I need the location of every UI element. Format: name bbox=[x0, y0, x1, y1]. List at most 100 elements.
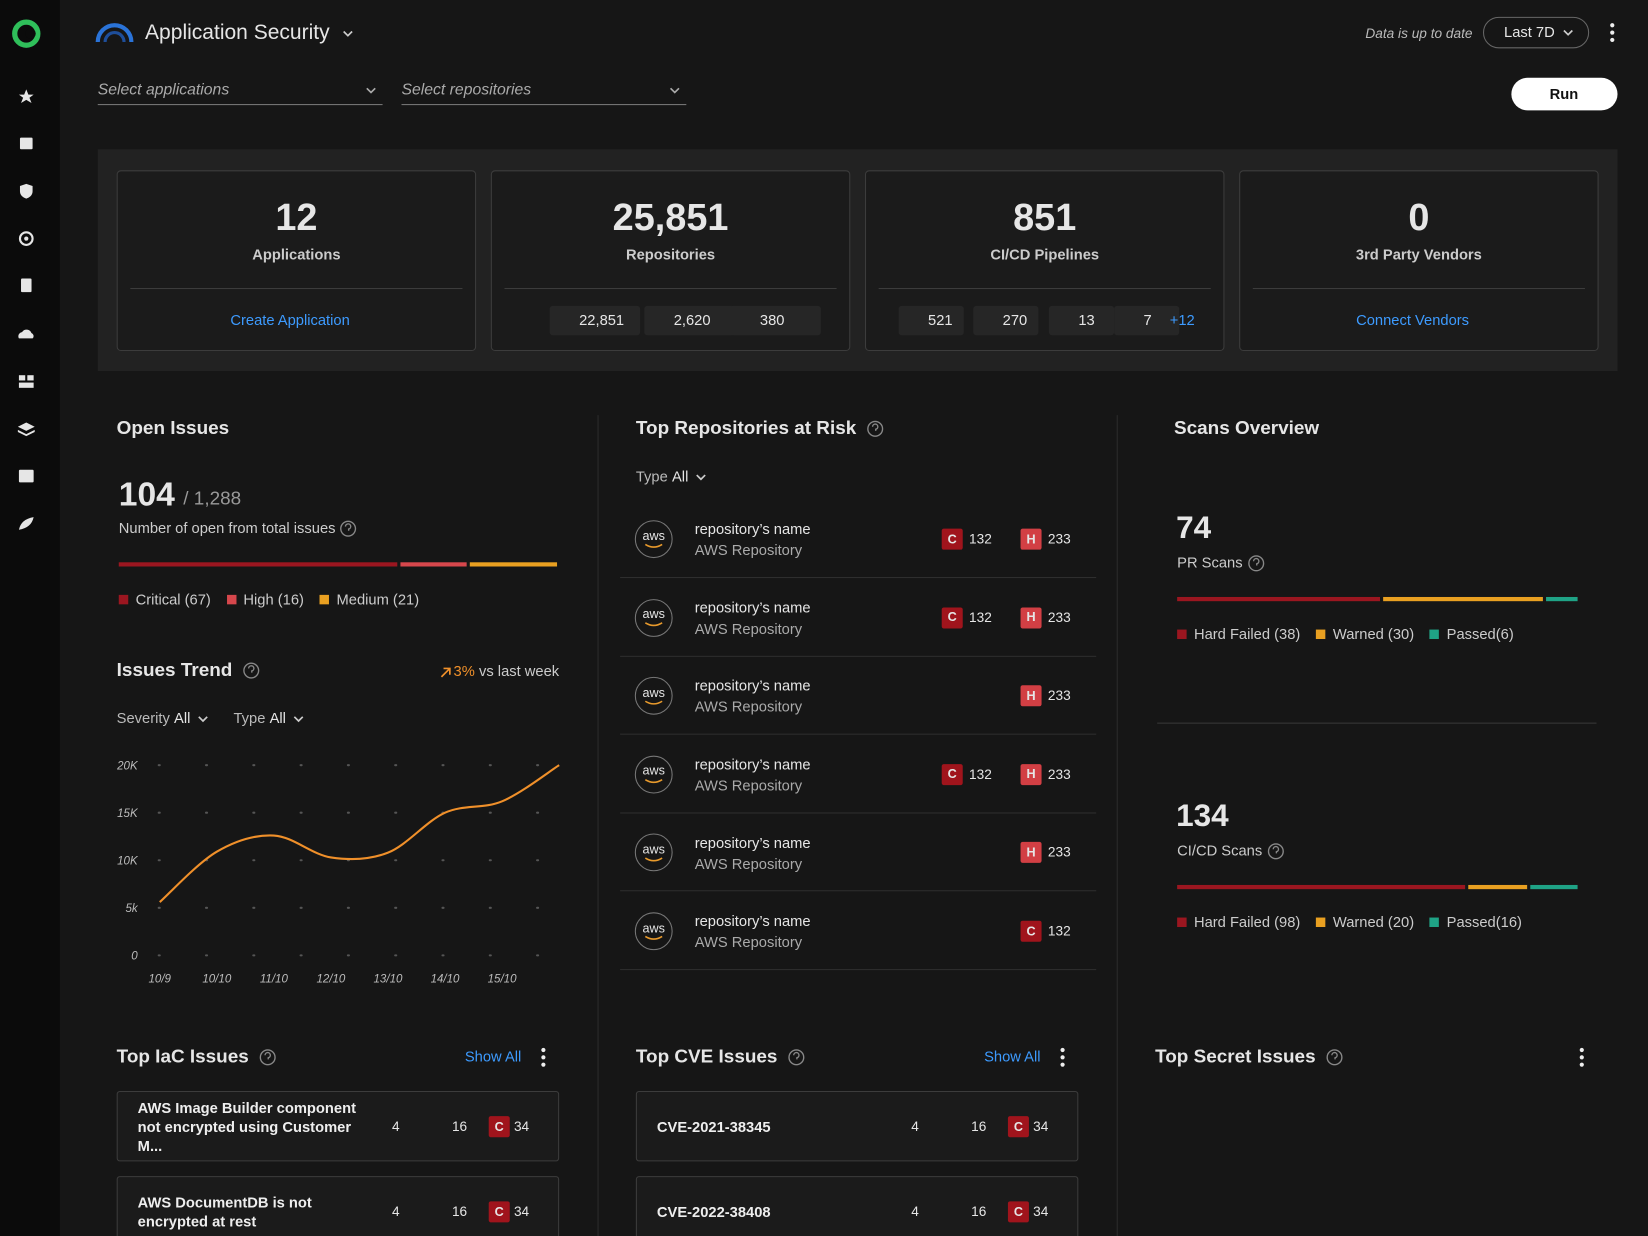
repo-type: AWS Repository bbox=[694, 541, 803, 559]
repo-row[interactable] bbox=[620, 500, 1097, 579]
logo bbox=[12, 19, 41, 48]
source-pill bbox=[1048, 305, 1115, 336]
severity-badge bbox=[941, 607, 963, 629]
header-icon bbox=[95, 23, 134, 43]
stat-link[interactable]: Create Application bbox=[230, 311, 350, 329]
severity-badge bbox=[941, 528, 963, 550]
repo-logo-text: aws bbox=[642, 606, 665, 622]
badge-count: 34 bbox=[1033, 1203, 1049, 1220]
chevron bbox=[198, 716, 208, 723]
help-icon bbox=[867, 420, 884, 437]
y-tick-label: 0 bbox=[131, 951, 138, 963]
source-pill bbox=[549, 305, 641, 336]
filter-value[interactable]: All bbox=[269, 709, 286, 727]
trend-change: 3% bbox=[453, 662, 475, 680]
filter-select[interactable]: Select repositories bbox=[401, 80, 532, 99]
badge-letter: C bbox=[1026, 923, 1036, 939]
repo-row[interactable] bbox=[620, 657, 1097, 735]
show-all-link[interactable]: Show All bbox=[984, 1048, 1041, 1065]
help-icon bbox=[871, 423, 879, 431]
bar-segment bbox=[469, 562, 558, 567]
badge-count: 132 bbox=[969, 530, 992, 547]
badge-count: 233 bbox=[1047, 687, 1071, 704]
help-icon bbox=[247, 665, 255, 673]
more-icon bbox=[1610, 30, 1615, 35]
repo-row[interactable] bbox=[620, 736, 1097, 814]
badge-count: 233 bbox=[1047, 844, 1071, 861]
trend-arrow bbox=[440, 667, 451, 678]
repo-logo bbox=[634, 755, 673, 794]
chevron bbox=[669, 87, 680, 94]
badge-count: 233 bbox=[1047, 530, 1071, 547]
legend-label: Warned (20) bbox=[1332, 913, 1415, 931]
severity-badge bbox=[1020, 842, 1042, 864]
help-icon bbox=[793, 1051, 800, 1060]
repo-logo bbox=[634, 677, 673, 715]
severity-badge bbox=[941, 763, 963, 785]
repo-type: AWS Repository bbox=[694, 698, 803, 716]
issue-caption: Number of open from total issues bbox=[118, 519, 336, 537]
more-icon bbox=[1060, 1062, 1065, 1067]
y-tick-label: 15K bbox=[117, 808, 139, 820]
more-icon bbox=[1610, 23, 1615, 28]
filter-value[interactable]: All bbox=[174, 709, 191, 727]
sidebar bbox=[0, 0, 60, 1236]
scan-label: PR Scans bbox=[1177, 554, 1243, 571]
repo-row[interactable] bbox=[620, 814, 1097, 892]
issue-stat: 4 bbox=[911, 1118, 919, 1134]
section-title: Top Secret Issues bbox=[1155, 1046, 1316, 1068]
run-button[interactable] bbox=[1511, 77, 1618, 111]
stat-label: Applications bbox=[252, 246, 341, 263]
legend-label: Hard Failed (98) bbox=[1193, 913, 1301, 931]
bar-segment bbox=[1468, 884, 1528, 890]
legend-label: Warned (30) bbox=[1332, 625, 1415, 643]
legend-swatch bbox=[319, 594, 330, 605]
badge-count: 34 bbox=[1033, 1118, 1049, 1134]
issue-card[interactable] bbox=[635, 1090, 1079, 1162]
repo-logo-text: aws bbox=[642, 528, 665, 543]
section-title: Top Repositories at Risk bbox=[635, 417, 857, 439]
trend-change-label: vs last week bbox=[479, 662, 560, 680]
filter-underline bbox=[401, 104, 687, 106]
repo-name: repository’s name bbox=[694, 912, 811, 930]
repo-type: AWS Repository bbox=[694, 933, 803, 951]
stat-link[interactable]: Connect Vendors bbox=[1356, 311, 1470, 329]
filter-value[interactable]: All bbox=[671, 467, 689, 485]
badge-letter: H bbox=[1026, 531, 1036, 547]
nav-icons[interactable] bbox=[17, 89, 35, 530]
card-divider bbox=[130, 287, 463, 290]
badge-letter: H bbox=[1026, 688, 1036, 703]
show-all-link[interactable]: Show All bbox=[464, 1048, 522, 1065]
filter-select[interactable]: Select applications bbox=[97, 80, 230, 99]
badge-letter: H bbox=[1026, 766, 1036, 782]
issue-text: AWS DocumentDB is not encrypted at rest bbox=[137, 1193, 312, 1230]
repo-name: repository’s name bbox=[694, 520, 811, 538]
repo-row[interactable] bbox=[620, 892, 1097, 971]
y-tick-label: 20K bbox=[116, 760, 139, 772]
source-more[interactable]: +12 bbox=[1169, 311, 1195, 329]
source-pill bbox=[1114, 305, 1180, 336]
issue-card[interactable] bbox=[116, 1176, 560, 1236]
repo-row[interactable] bbox=[620, 579, 1097, 657]
legend-swatch bbox=[118, 594, 129, 605]
issue-stat: 16 bbox=[451, 1203, 468, 1220]
legend-label: Hard Failed (38) bbox=[1193, 625, 1301, 643]
issue-card[interactable] bbox=[116, 1090, 560, 1162]
x-tick-label: 10/10 bbox=[202, 974, 231, 986]
stat-value: 25,851 bbox=[612, 195, 729, 239]
help-icon bbox=[1272, 845, 1280, 854]
more-icon bbox=[1579, 1062, 1584, 1067]
trend-line bbox=[159, 764, 560, 903]
source-pill bbox=[898, 305, 964, 336]
more-icon bbox=[1579, 1047, 1584, 1053]
range-select[interactable] bbox=[1482, 16, 1590, 49]
legend-label: Medium (21) bbox=[336, 590, 420, 608]
help-icon bbox=[340, 520, 357, 537]
filter-label: Severity bbox=[116, 709, 170, 727]
stat-value: 0 bbox=[1408, 195, 1430, 239]
x-tick-label: 12/10 bbox=[316, 974, 345, 986]
repo-logo bbox=[634, 912, 673, 951]
issue-card[interactable] bbox=[635, 1176, 1079, 1236]
legend-swatch bbox=[1316, 629, 1326, 640]
